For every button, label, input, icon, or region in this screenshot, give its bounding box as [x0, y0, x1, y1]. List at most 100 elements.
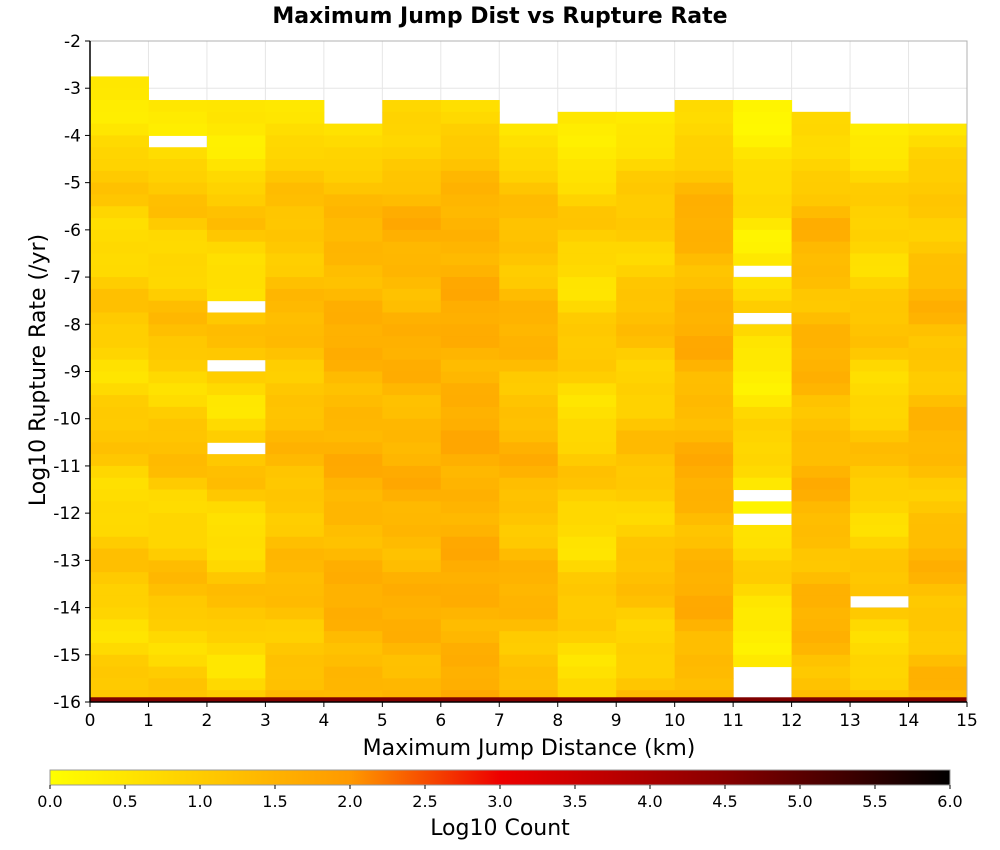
- heatmap-cell: [90, 359, 149, 372]
- heatmap-cell: [440, 583, 500, 597]
- heatmap-cell: [440, 182, 500, 195]
- heatmap-cell: [323, 595, 383, 609]
- heatmap-cell: [206, 548, 266, 561]
- heatmap-cell: [908, 477, 968, 491]
- heatmap-cell: [206, 111, 266, 125]
- colorbar-label: Log10 Count: [430, 816, 570, 841]
- heatmap-cell: [557, 418, 617, 432]
- heatmap-cell: [908, 595, 968, 609]
- x-tick-label: 12: [781, 711, 803, 731]
- heatmap-cell: [791, 406, 851, 420]
- heatmap-cell: [499, 536, 559, 550]
- heatmap-cell: [323, 170, 383, 184]
- heatmap-cell: [148, 583, 208, 597]
- heatmap-cell: [382, 477, 442, 491]
- heatmap-cell: [90, 159, 149, 172]
- heatmap-cell: [265, 277, 325, 290]
- heatmap-cell: [791, 147, 851, 160]
- heatmap-cell: [206, 489, 266, 502]
- colorbar-tick-label: 6.0: [937, 792, 962, 811]
- heatmap-cell: [440, 631, 500, 644]
- x-tick-label: 14: [898, 711, 920, 731]
- heatmap-cell: [382, 465, 442, 479]
- heatmap-cell: [499, 253, 559, 266]
- heatmap-cell: [148, 265, 208, 278]
- heatmap-cell: [850, 631, 910, 644]
- heatmap-cell: [440, 524, 500, 538]
- heatmap-cell: [733, 454, 793, 467]
- y-tick-label: -5: [64, 174, 81, 194]
- heatmap-cell: [791, 300, 851, 313]
- heatmap-cell: [557, 395, 617, 408]
- heatmap-cell: [90, 572, 149, 585]
- heatmap-cell: [674, 229, 734, 243]
- heatmap-cell: [908, 336, 968, 349]
- heatmap-cell: [382, 654, 442, 668]
- heatmap-cell: [440, 159, 500, 172]
- heatmap-cell: [90, 477, 149, 491]
- y-tick-label: -8: [64, 315, 81, 335]
- heatmap-cell: [791, 288, 851, 302]
- heatmap-cell: [733, 654, 793, 668]
- heatmap-cell: [265, 442, 325, 455]
- heatmap-cell: [148, 631, 208, 644]
- heatmap-cell: [674, 465, 734, 479]
- heatmap-cell: [206, 654, 266, 668]
- heatmap-cell: [908, 524, 968, 538]
- heatmap-cell: [557, 489, 617, 502]
- heatmap-cell: [908, 253, 968, 266]
- heatmap-cell: [382, 170, 442, 184]
- heatmap-cell: [440, 489, 500, 502]
- heatmap-cell: [791, 595, 851, 609]
- heatmap-cell: [499, 572, 559, 585]
- heatmap-cell: [382, 100, 442, 113]
- heatmap-cell: [382, 300, 442, 313]
- heatmap-cell: [908, 619, 968, 632]
- heatmap-cell: [148, 277, 208, 290]
- heatmap-cell: [499, 359, 559, 372]
- heatmap-cell: [616, 300, 676, 313]
- heatmap-cell: [323, 454, 383, 467]
- heatmap-cell: [440, 229, 500, 243]
- heatmap-cell: [440, 430, 500, 443]
- heatmap-cell: [674, 418, 734, 432]
- heatmap-cell: [90, 347, 149, 361]
- heatmap-cell: [382, 182, 442, 195]
- heatmap-cell: [499, 654, 559, 668]
- heatmap-cell: [148, 442, 208, 455]
- heatmap-cell: [148, 241, 208, 254]
- x-tick-label: 8: [552, 711, 563, 731]
- heatmap-cell: [382, 418, 442, 432]
- heatmap-cell: [674, 406, 734, 420]
- heatmap-cell: [90, 454, 149, 467]
- heatmap-cell: [440, 572, 500, 585]
- heatmap-cell: [674, 170, 734, 184]
- heatmap-cell: [557, 218, 617, 231]
- heatmap-cell: [148, 477, 208, 491]
- heatmap-cell: [850, 288, 910, 302]
- heatmap-cell: [791, 524, 851, 538]
- heatmap-cell: [908, 489, 968, 502]
- heatmap-cell: [206, 312, 266, 325]
- heatmap-cell: [90, 513, 149, 526]
- heatmap-cell: [557, 607, 617, 620]
- heatmap-cell: [791, 241, 851, 254]
- heatmap-cell: [440, 347, 500, 361]
- heatmap-cell: [206, 194, 266, 207]
- heatmap-cell: [557, 524, 617, 538]
- heatmap-cell: [674, 395, 734, 408]
- heatmap-cell: [323, 159, 383, 172]
- heatmap-cell: [323, 206, 383, 219]
- heatmap-cell: [90, 88, 149, 101]
- y-tick-label: -3: [64, 79, 81, 99]
- heatmap-cell: [674, 654, 734, 668]
- heatmap-cell: [908, 288, 968, 302]
- heatmap-cell: [850, 336, 910, 349]
- heatmap-cell: [674, 631, 734, 644]
- heatmap-cell: [206, 383, 266, 396]
- heatmap-cell: [265, 147, 325, 160]
- heatmap-cell: [440, 383, 500, 396]
- heatmap-cell: [733, 100, 793, 113]
- heatmap-cell: [382, 524, 442, 538]
- heatmap-cell: [908, 395, 968, 408]
